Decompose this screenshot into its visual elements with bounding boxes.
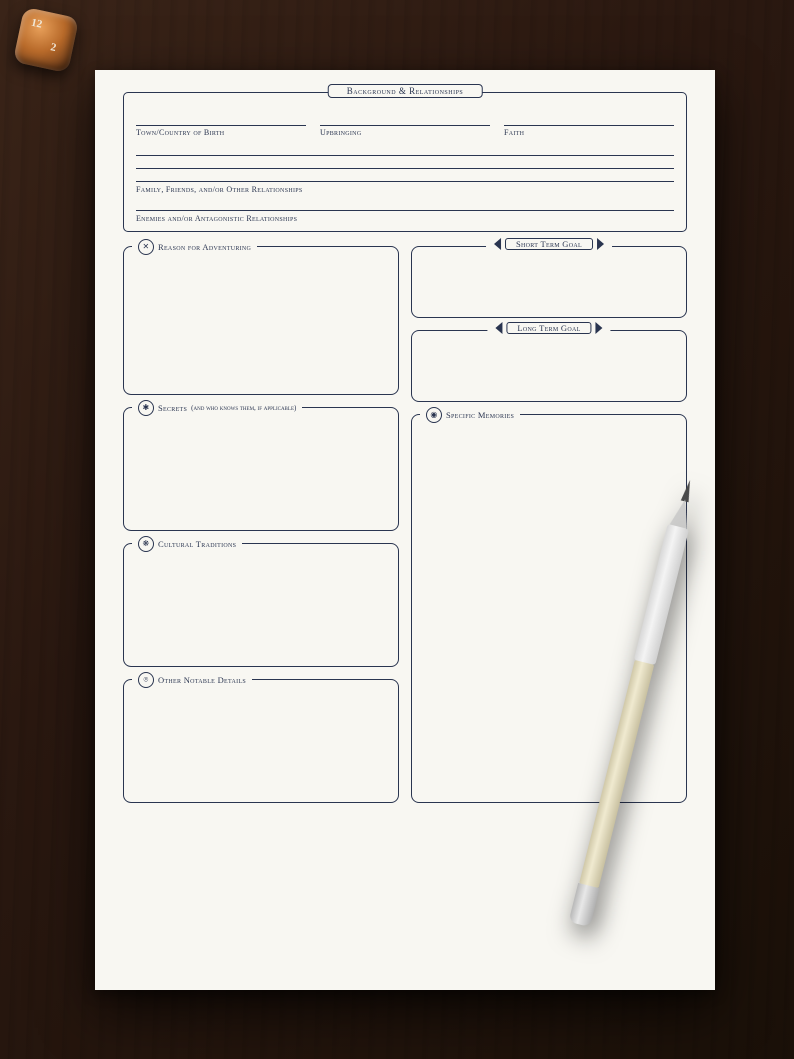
hdr-reason: ✕ Reason for Adventuring xyxy=(132,239,257,255)
label-faith: Faith xyxy=(504,128,674,137)
label-memories: Specific Memories xyxy=(446,410,514,420)
banner-long-goal: Long Term Goal xyxy=(487,322,610,334)
sublabel-secrets: (and who knows them, if applicable) xyxy=(191,404,296,412)
label-other: Other Notable Details xyxy=(158,675,246,685)
die-face: 2 xyxy=(49,41,57,54)
box-other[interactable]: ⌾ Other Notable Details xyxy=(123,679,399,803)
field-upbringing[interactable]: Upbringing xyxy=(320,111,490,137)
hdr-memories: ◉ Specific Memories xyxy=(420,407,520,423)
label-family: Family, Friends, and/or Other Relationsh… xyxy=(136,185,674,194)
d12-die: 12 2 xyxy=(13,7,79,73)
label-short-goal: Short Term Goal xyxy=(505,238,593,250)
label-reason: Reason for Adventuring xyxy=(158,242,251,252)
page-title: Background & Relationships xyxy=(328,84,483,98)
eye-icon: ◉ xyxy=(426,407,442,423)
field-town[interactable]: Town/Country of Birth xyxy=(136,111,306,137)
background-frame: Background & Relationships Town/Country … xyxy=(123,92,687,232)
label-traditions: Cultural Traditions xyxy=(158,539,236,549)
hdr-other: ⌾ Other Notable Details xyxy=(132,672,252,688)
enemies-lines[interactable] xyxy=(136,198,674,211)
left-column: ✕ Reason for Adventuring ✱ Secrets (and … xyxy=(123,246,399,803)
content-grid: ✕ Reason for Adventuring ✱ Secrets (and … xyxy=(123,246,687,803)
label-enemies: Enemies and/or Antagonistic Relationship… xyxy=(136,214,674,223)
label-upbringing: Upbringing xyxy=(320,128,490,137)
right-column: Short Term Goal Long Term Goal ◉ Specifi… xyxy=(411,246,687,803)
flower-icon: ❋ xyxy=(138,536,154,552)
banner-short-goal: Short Term Goal xyxy=(486,238,612,250)
character-sheet: Background & Relationships Town/Country … xyxy=(95,70,715,990)
hdr-traditions: ❋ Cultural Traditions xyxy=(132,536,242,552)
label-long-goal: Long Term Goal xyxy=(506,322,591,334)
family-lines[interactable] xyxy=(136,143,674,182)
die-face: 12 xyxy=(30,17,43,31)
field-faith[interactable]: Faith xyxy=(504,111,674,137)
label-secrets: Secrets xyxy=(158,403,187,413)
box-secrets[interactable]: ✱ Secrets (and who knows them, if applic… xyxy=(123,407,399,531)
hdr-secrets: ✱ Secrets (and who knows them, if applic… xyxy=(132,400,302,416)
star-icon: ✱ xyxy=(138,400,154,416)
birth-row: Town/Country of Birth Upbringing Faith xyxy=(136,111,674,137)
box-short-goal[interactable]: Short Term Goal xyxy=(411,246,687,318)
swords-icon: ✕ xyxy=(138,239,154,255)
box-traditions[interactable]: ❋ Cultural Traditions xyxy=(123,543,399,667)
label-town: Town/Country of Birth xyxy=(136,128,306,137)
box-long-goal[interactable]: Long Term Goal xyxy=(411,330,687,402)
ring-icon: ⌾ xyxy=(138,672,154,688)
box-reason[interactable]: ✕ Reason for Adventuring xyxy=(123,246,399,395)
